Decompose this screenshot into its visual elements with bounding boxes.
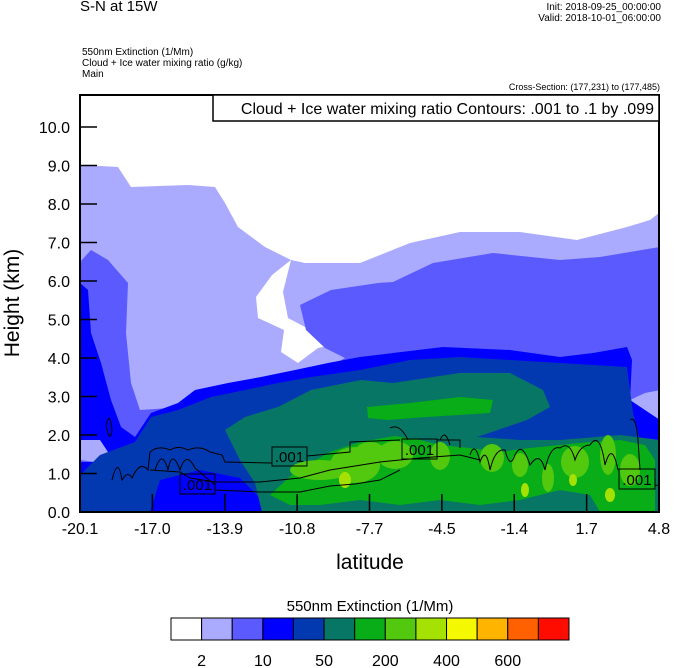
- plot-title: S-N at 15W: [80, 0, 158, 15]
- contour-line: [389, 426, 451, 446]
- colorbar-label: 400: [433, 653, 460, 668]
- y-tick-label: 10.0: [39, 120, 70, 137]
- colorbar-swatch: [415, 617, 448, 641]
- contour-line: [469, 418, 659, 487]
- colorbar-swatch: [537, 617, 570, 641]
- colorbar-label: 200: [372, 653, 399, 668]
- x-tick-label: -1.4: [500, 521, 528, 538]
- colorbar-swatch: [262, 617, 294, 641]
- y-axis-title: Height (km): [1, 249, 24, 358]
- x-tick-label: 1.7: [576, 521, 598, 538]
- colorbar-swatch: [476, 617, 509, 641]
- field-label-cloud-ice: Cloud + Ice water mixing ratio (g/kg): [82, 58, 243, 69]
- fill-green-blob: [367, 397, 493, 420]
- colorbar-swatch: [201, 617, 233, 641]
- x-tick-label: -4.5: [428, 521, 456, 538]
- extinction-field: [80, 95, 659, 512]
- y-tick-label: 3.0: [48, 390, 70, 407]
- contour-label: .001: [622, 472, 651, 489]
- y-tick-label: 4.0: [48, 351, 70, 368]
- y-tick-label: 7.0: [48, 236, 70, 253]
- contour-line: [105, 418, 113, 437]
- x-tick-label: 4.8: [648, 521, 670, 538]
- colorbar: 2 10 50 200 400 600: [170, 617, 570, 668]
- x-axis: -20.1 -17.0 -13.9 -10.8 -7.7 -4.5 -1.4 1.7 4.8: [62, 494, 670, 538]
- fill-yellow-green-cells: [339, 472, 615, 502]
- colorbar-swatch: [170, 617, 203, 641]
- x-tick-label: -7.7: [356, 521, 384, 538]
- colorbar-swatch: [507, 617, 539, 641]
- y-tick-label: 0.0: [48, 505, 70, 522]
- x-tick-label: -17.0: [134, 521, 171, 538]
- contour-label: .001: [183, 477, 212, 494]
- colorbar-label: 50: [315, 653, 333, 668]
- x-tick-label: -13.9: [207, 521, 244, 538]
- x-axis-title: latitude: [336, 551, 404, 574]
- y-tick-label: 8.0: [48, 197, 70, 214]
- colorbar-swatch: [231, 617, 264, 641]
- y-tick-label: 1.0: [48, 467, 70, 484]
- colorbar-swatch: [446, 617, 478, 641]
- y-tick-label: 2.0: [48, 428, 70, 445]
- contour-label: .001: [405, 442, 434, 459]
- contour-legend-text: Cloud + Ice water mixing ratio Contours:…: [241, 101, 654, 118]
- field-label-extinction: 550nm Extinction (1/Mm): [82, 47, 194, 58]
- contour-labels: .001 .001 .001 .001: [179, 438, 656, 495]
- contour-line: [111, 439, 481, 483]
- y-tick-label: 6.0: [48, 274, 70, 291]
- colorbar-label: 10: [254, 653, 272, 668]
- fill-blue-bottom-left: [150, 470, 265, 512]
- contour-label: .001: [275, 449, 304, 466]
- fill-white-top: [80, 95, 659, 263]
- y-axis: 0.0 1.0 2.0 3.0 4.0 5.0 6.0 7.0 8.0 9.0 10.0: [39, 120, 97, 522]
- y-tick-label: 5.0: [48, 313, 70, 330]
- colorbar-title: 550nm Extinction (1/Mm): [287, 598, 454, 615]
- cloud-ice-contours: [105, 418, 659, 493]
- colorbar-label: 2: [197, 653, 206, 668]
- x-tick-label: -10.8: [279, 521, 316, 538]
- field-label-domain: Main: [82, 69, 104, 80]
- init-time: Init: 2018-09-25_00:00:00: [546, 2, 661, 13]
- valid-time: Valid: 2018-10-01_06:00:00: [538, 13, 661, 24]
- colorbar-swatch: [354, 617, 386, 641]
- colorbar-swatch: [292, 617, 325, 641]
- y-tick-label: 9.0: [48, 159, 70, 176]
- x-tick-label: -20.1: [62, 521, 99, 538]
- colorbar-swatch: [323, 617, 356, 641]
- cross-section-label: Cross-Section: (177,231) to (177,485): [508, 82, 660, 92]
- contour-line: [154, 458, 401, 493]
- colorbar-label: 600: [494, 653, 521, 668]
- contour-legend-box: [212, 94, 660, 122]
- colorbar-swatch: [384, 617, 417, 641]
